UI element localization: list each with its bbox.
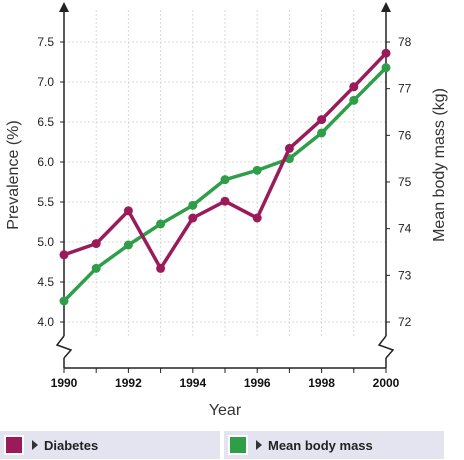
series-point-1 [188,200,198,210]
x-tick-label: 1996 [244,376,271,390]
series-point-1 [91,263,101,273]
left-axis-title: Prevalence (%) [5,120,22,229]
left-tick-label: 4.0 [37,315,54,329]
series-point-0 [284,143,294,153]
series-point-1 [317,128,327,138]
axes [55,2,395,369]
chart: 4.0 4.5 5.0 5.5 6.0 6.5 7.0 7.5 72 73 74 75 76 77 78 19… [5,2,448,419]
left-tick-label: 7.5 [37,35,54,49]
series-point-0 [252,213,262,223]
x-tick-label: 1994 [179,376,206,390]
left-tick-label: 5.0 [37,235,54,249]
right-axis-break [377,335,395,359]
x-tick-label: 1990 [51,376,78,390]
left-axis-break [55,335,73,359]
ticks: 4.0 4.5 5.0 5.5 6.0 6.5 7.0 7.5 72 73 74 75 76 77 78 19… [37,35,411,390]
series-point-0 [220,196,230,206]
legend-diabetes: Diabetes [0,431,220,459]
legend-arrow-icon [32,440,38,450]
legend-swatch-diabetes-box [0,431,30,459]
right-tick-label: 73 [398,268,412,282]
legend-swatch-mean-body-mass [228,435,248,455]
series-point-1 [59,296,69,306]
right-axis-arrow [381,2,391,12]
series-line-0 [63,51,388,271]
left-tick-label: 4.5 [37,275,54,289]
left-tick-label: 7.0 [37,75,54,89]
left-axis-arrow [59,2,69,12]
legend-arrow-icon [256,440,262,450]
series-point-1 [156,219,166,229]
left-tick-label: 6.5 [37,115,54,129]
series-point-0 [317,115,327,125]
series-point-0 [59,250,69,260]
series-point-1 [220,175,230,185]
series-point-1 [381,63,391,73]
series-point-1 [252,165,262,175]
x-tick-label: 1998 [308,376,335,390]
right-tick-label: 72 [398,315,412,329]
series-point-0 [156,263,166,273]
right-axis-title: Mean body mass (kg) [431,88,448,242]
series-point-1 [349,95,359,105]
grid [63,10,387,336]
right-tick-label: 75 [398,175,412,189]
legend-label-diabetes: Diabetes [44,437,99,453]
legend-swatch-diabetes [4,435,24,455]
legend-swatch-mean-body-mass-box [224,431,254,459]
left-tick-label: 5.5 [37,195,54,209]
right-tick-label: 76 [398,128,412,142]
right-tick-label: 74 [398,222,412,236]
right-tick-label: 77 [398,82,412,96]
left-tick-label: 6.0 [37,155,54,169]
series-point-0 [381,48,391,58]
series-point-0 [188,213,198,223]
series-point-0 [123,206,133,216]
right-tick-label: 78 [398,35,412,49]
series-point-0 [349,82,359,92]
x-axis-title: Year [209,402,242,419]
series-point-1 [123,240,133,250]
series-point-0 [91,239,101,249]
x-tick-label: 1992 [115,376,142,390]
legend-label-mean-body-mass: Mean body mass [268,437,373,453]
x-tick-label: 2000 [373,376,400,390]
legend-mean-body-mass: Mean body mass [224,431,444,459]
series [59,48,391,306]
